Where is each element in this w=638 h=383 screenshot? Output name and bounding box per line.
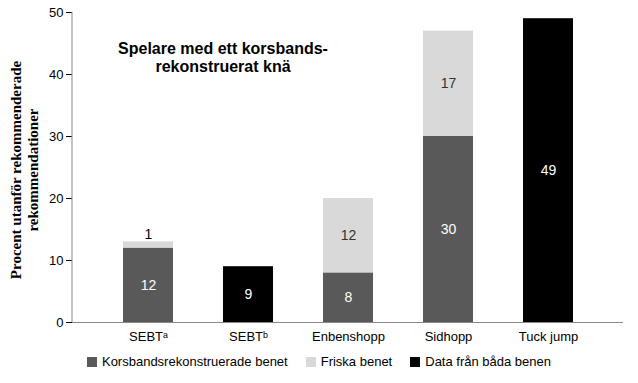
svg-text:40: 40 <box>49 67 63 82</box>
svg-text:20: 20 <box>49 191 63 206</box>
svg-text:Spelare med ett korsbands-reko: Spelare med ett korsbands-rekonstruerat … <box>118 40 328 75</box>
html-text:Friska benet: Friska benet <box>320 354 393 369</box>
svg-text:17: 17 <box>441 75 457 91</box>
svg-text:12: 12 <box>141 277 157 293</box>
html-text:Korsbandsrekonstruerade benet: Korsbandsrekonstruerade benet <box>102 354 288 369</box>
html-text:Procent utanför rekommenderade: Procent utanför rekommenderade rekommend… <box>8 60 41 280</box>
svg-text:SEBTᵇ: SEBTᵇ <box>229 329 268 344</box>
svg-text:0: 0 <box>56 315 63 330</box>
svg-text:30: 30 <box>49 129 63 144</box>
svg-text:30: 30 <box>441 221 457 237</box>
svg-text:1: 1 <box>145 226 153 242</box>
html-text:Data från båda benen: Data från båda benen <box>425 354 551 369</box>
svg-text:49: 49 <box>541 162 557 178</box>
svg-text:Sidhopp: Sidhopp <box>425 329 473 344</box>
svg-text:Tuck jump: Tuck jump <box>519 329 578 344</box>
svg-text:8: 8 <box>345 289 353 305</box>
svg-text:9: 9 <box>245 286 253 302</box>
svg-text:SEBTᵃ: SEBTᵃ <box>129 329 168 344</box>
svg-text:50: 50 <box>49 5 63 20</box>
svg-text:Enbenshopp: Enbenshopp <box>312 329 385 344</box>
svg-text:12: 12 <box>341 227 357 243</box>
svg-text:10: 10 <box>49 253 63 268</box>
